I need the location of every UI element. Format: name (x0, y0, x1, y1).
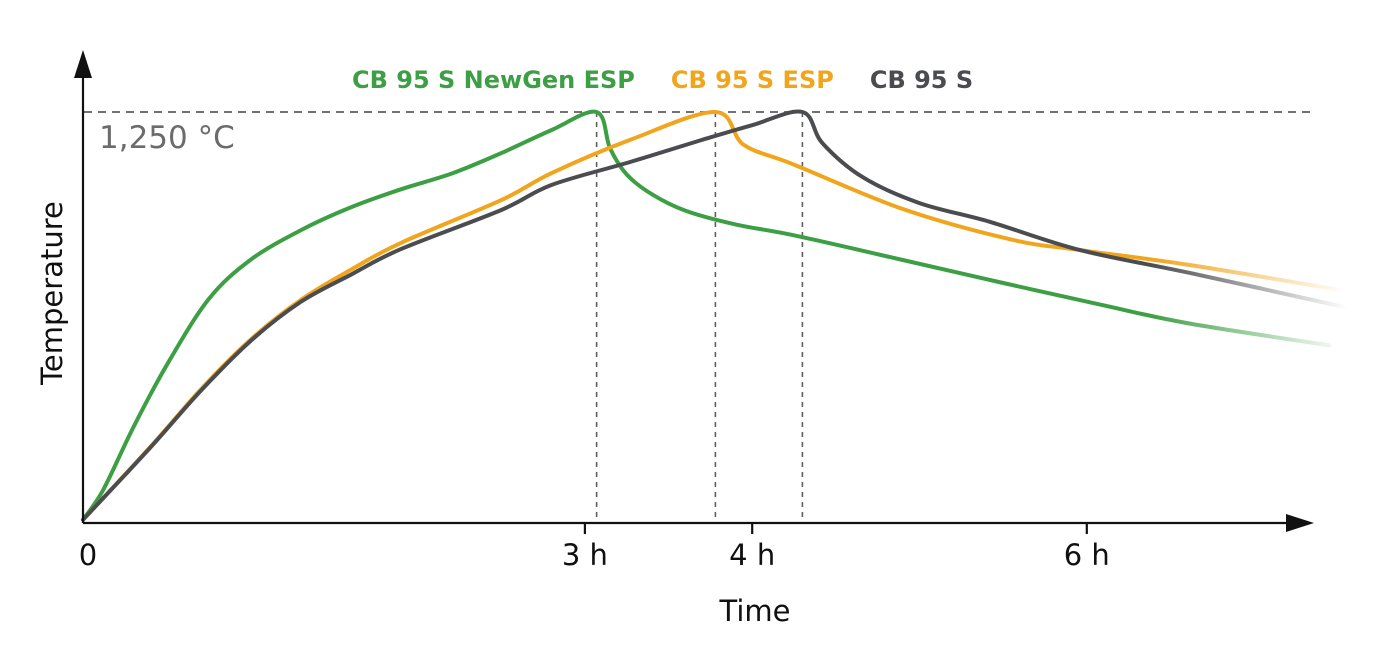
x-tick-label-3: 3 h (561, 538, 608, 572)
y-axis-arrowhead (74, 50, 92, 78)
legend-item-cb-95-s-newgen-esp: CB 95 S NewGen ESP (352, 66, 635, 94)
x-axis-arrowhead (1286, 514, 1314, 532)
legend-item-cb-95-s: CB 95 S (869, 66, 974, 94)
x-axis-title: Time (719, 594, 791, 628)
x-tick-label-4: 4 h (729, 538, 776, 572)
max-temp-label: 1,250 °C (99, 120, 235, 156)
x-axis-tick-marks (583, 523, 1088, 534)
y-axis-title: Temperature (35, 201, 69, 385)
legend: CB 95 S NewGen ESP CB 95 S ESP CB 95 S (352, 66, 973, 94)
curve-cb-95-s (81, 109, 1347, 522)
legend-item-cb-95-s-esp: CB 95 S ESP (670, 66, 834, 94)
x-tick-label-6: 6 h (1063, 538, 1110, 572)
x-tick-label-0: 0 (78, 538, 98, 572)
curve-cb-95-s-newgen-esp (81, 109, 1332, 522)
series-curves (81, 109, 1347, 522)
peak-time-guides (595, 112, 804, 523)
